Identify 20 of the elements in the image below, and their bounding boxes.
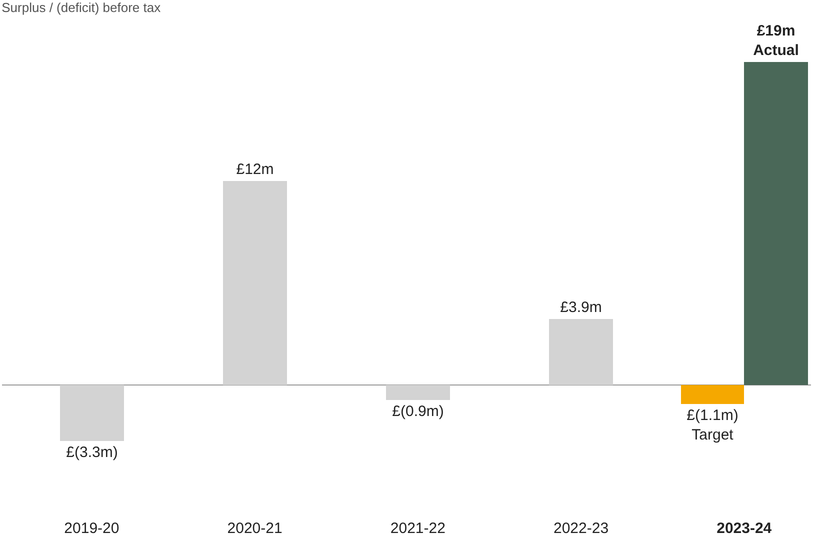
data-label: £(3.3m) (66, 444, 118, 461)
bar (549, 319, 613, 385)
x-tick-label: 2021-22 (390, 520, 446, 537)
x-tick-label: 2020-21 (227, 520, 282, 537)
data-label: £19m (756, 22, 796, 40)
bar (386, 385, 450, 400)
series-label: Target (692, 426, 734, 444)
x-tick-label: 2022-23 (553, 520, 609, 537)
x-tick-label: 2019-20 (64, 520, 120, 537)
data-label: £(1.1m) (686, 407, 738, 424)
data-label: £3.9m (560, 299, 602, 316)
bar (60, 385, 124, 441)
bar (681, 385, 744, 404)
series-label: Actual (753, 42, 799, 59)
data-label: £12m (236, 161, 274, 178)
x-tick-label: 2023-24 (716, 520, 772, 537)
data-label: £(0.9m) (392, 403, 444, 420)
bar (223, 181, 287, 385)
chart-title: Surplus / (deficit) before tax (2, 0, 162, 15)
bar (744, 62, 808, 385)
